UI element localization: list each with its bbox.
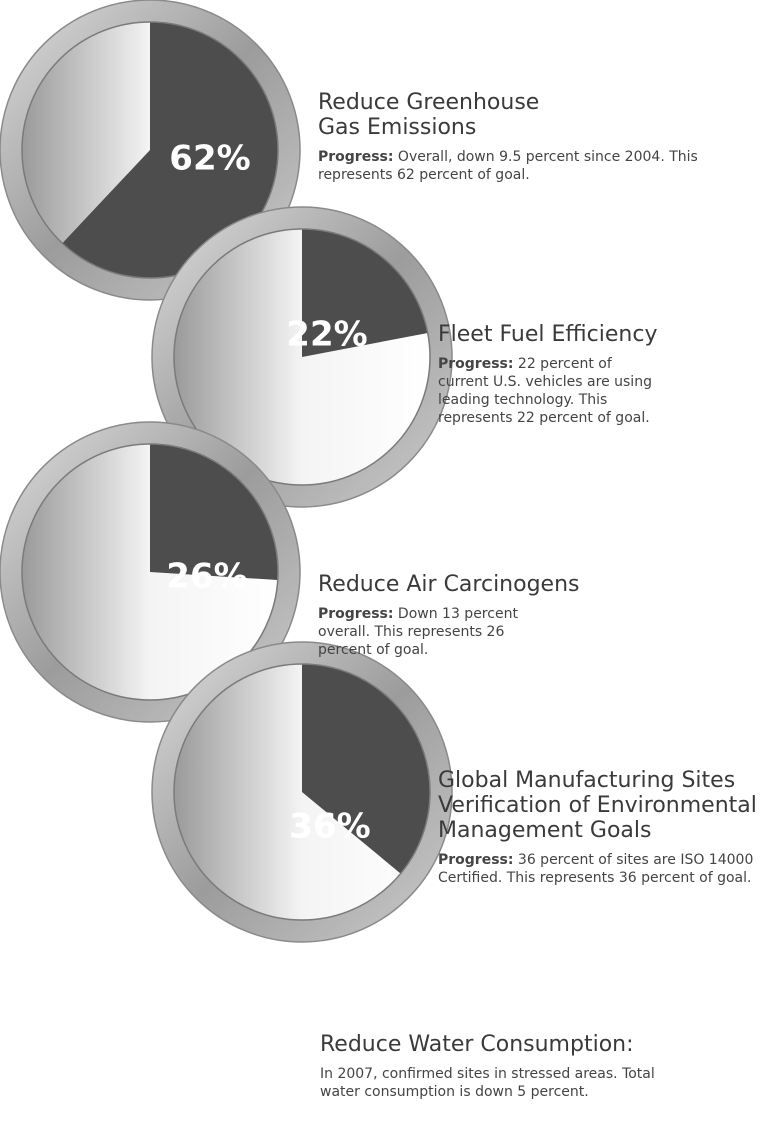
goal-title: Reduce Greenhouse Gas Emissions [318,90,540,140]
pie-wedge [62,22,278,278]
goal-title: Global Manufacturing Sites Verification … [438,768,757,843]
goal-note: Progress: 22 percent of current U.S. veh… [438,355,663,427]
note-label: Progress: [318,606,394,622]
gauge-ring-edge [151,641,453,943]
goal-title: Reduce Air Carcinogens [318,572,580,597]
gauge-ring [152,207,452,507]
note-label: Progress: [438,852,514,868]
footer: Reduce Water Consumption: In 2007, confi… [320,1032,760,1101]
goal-3: Reduce Air Carcinogens Progress: Down 13… [318,572,638,659]
value-label: 26% [166,557,247,597]
footer-text: In 2007, confirmed sites in stressed are… [320,1066,655,1100]
goal-4: Global Manufacturing Sites Verification … [438,768,772,887]
note-text: Down 13 percent overall. This represents… [318,606,518,658]
note-text: 22 percent of current U.S. vehicles are … [438,356,652,426]
gauge-ring-edge [173,663,431,921]
note-label: Progress: [318,149,394,165]
gauge-ring-edge [151,206,453,508]
note-label: Progress: [438,356,514,372]
gauge-ring-edge [21,443,279,701]
goal-note: Progress: 36 percent of sites are ISO 14… [438,851,768,887]
goal-note: Progress: Overall, down 9.5 percent sinc… [318,148,698,184]
pie-wedge [302,229,428,357]
gauge-ring-edge [173,228,431,486]
value-label: 62% [169,139,250,179]
goal-title: Fleet Fuel Efficiency [438,322,658,347]
goal-1: Reduce Greenhouse Gas Emissions Progress… [318,90,718,184]
gauge-ring [0,0,300,300]
goal-note: Progress: Down 13 percent overall. This … [318,605,533,659]
goal-2: Fleet Fuel Efficiency Progress: 22 perce… [438,322,758,427]
gauge-ring-edge [21,21,279,279]
footer-title: Reduce Water Consumption: [320,1032,634,1057]
value-label: 22% [286,315,367,355]
value-label: 36% [289,807,370,847]
note-text: 36 percent of sites are ISO 14000 Certif… [438,852,754,886]
gauge-ring-edge [0,421,301,723]
gauge-ring [0,422,300,722]
pie-wedge [302,664,430,874]
note-text: Overall, down 9.5 percent since 2004. Th… [318,149,698,183]
gauge-ring [152,642,452,942]
pie-wedge [150,444,278,581]
gauge-ring-edge [0,0,301,301]
